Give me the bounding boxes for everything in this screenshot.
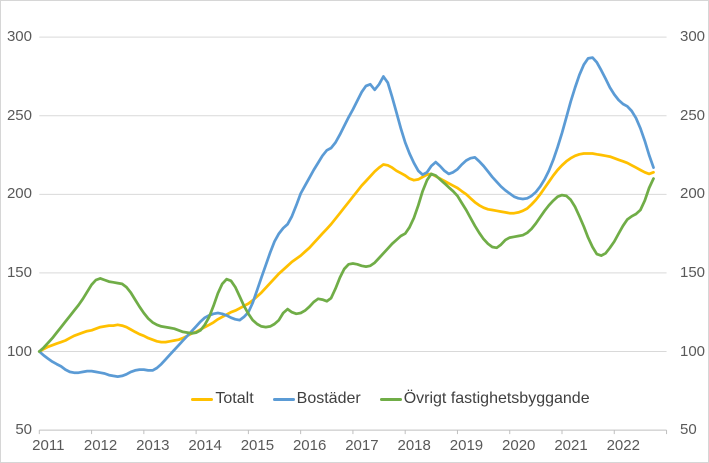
x-axis-label-2018: 2018 xyxy=(397,437,431,454)
legend-label-bostader: Bostäder xyxy=(296,390,361,407)
legend-item-bostader: Bostäder xyxy=(272,390,361,408)
series-line-2--vrigt-fastighetsbyggande xyxy=(37,172,655,353)
y-axis-label-left-200: 200 xyxy=(6,185,32,203)
x-axis-label-2019: 2019 xyxy=(449,437,484,454)
x-axis-label-2017: 2017 xyxy=(345,437,379,454)
legend-swatch-ovrigt xyxy=(379,397,402,401)
y-axis-label-right-200: 200 xyxy=(680,185,706,203)
x-axis-label-2020: 2020 xyxy=(502,437,536,454)
x-axis-label-2012: 2012 xyxy=(83,437,118,454)
y-axis-label-left-250: 250 xyxy=(6,106,32,124)
legend-item-ovrigt: Övrigt fastighetsbyggande xyxy=(379,390,590,408)
legend: Totalt Bostäder Övrigt fastighetsbyggand… xyxy=(73,390,708,408)
x-axis-label-2015: 2015 xyxy=(240,437,275,454)
legend-item-totalt: Totalt xyxy=(191,390,254,408)
y-axis-label-right-150: 150 xyxy=(680,263,706,281)
y-axis-label-right-50: 50 xyxy=(680,421,697,439)
y-axis-label-right-100: 100 xyxy=(680,342,706,360)
x-axis-label-2021: 2021 xyxy=(554,437,588,454)
legend-label-ovrigt: Övrigt fastighetsbyggande xyxy=(403,390,590,407)
y-axis-label-left-50: 50 xyxy=(15,421,32,439)
x-axis-label-2014: 2014 xyxy=(188,437,222,454)
y-axis-label-left-100: 100 xyxy=(6,342,32,360)
legend-label-totalt: Totalt xyxy=(215,390,254,407)
x-axis-label-2022: 2022 xyxy=(606,437,640,454)
x-axis-label-2013: 2013 xyxy=(136,437,170,454)
x-axis-label-2016: 2016 xyxy=(292,437,327,454)
y-axis-label-right-300: 300 xyxy=(680,28,706,46)
y-axis-label-right-250: 250 xyxy=(680,106,706,124)
y-axis-label-left-300: 300 xyxy=(6,28,32,46)
x-axis-label-2011: 2011 xyxy=(32,437,65,454)
legend-swatch-bostader xyxy=(272,397,295,401)
series-line-0-totalt xyxy=(37,152,655,353)
y-axis-label-left-150: 150 xyxy=(6,263,32,281)
legend-swatch-totalt xyxy=(191,397,214,401)
series-line-1-bost-der xyxy=(37,56,655,378)
